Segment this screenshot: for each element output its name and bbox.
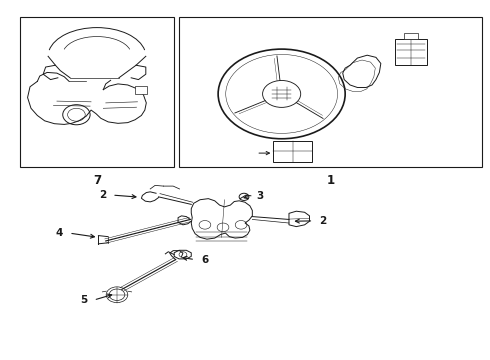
Bar <box>20 17 174 167</box>
Bar <box>179 17 482 167</box>
Text: 3: 3 <box>257 191 264 201</box>
Text: 2: 2 <box>319 216 326 226</box>
Text: 2: 2 <box>99 190 106 200</box>
Bar <box>395 39 427 64</box>
Text: 5: 5 <box>80 295 88 305</box>
Text: 4: 4 <box>56 228 63 238</box>
Bar <box>273 141 313 162</box>
Bar <box>135 86 147 94</box>
Bar <box>404 33 418 39</box>
Text: 1: 1 <box>326 174 335 186</box>
Text: 6: 6 <box>201 255 208 265</box>
Text: 7: 7 <box>93 174 101 186</box>
